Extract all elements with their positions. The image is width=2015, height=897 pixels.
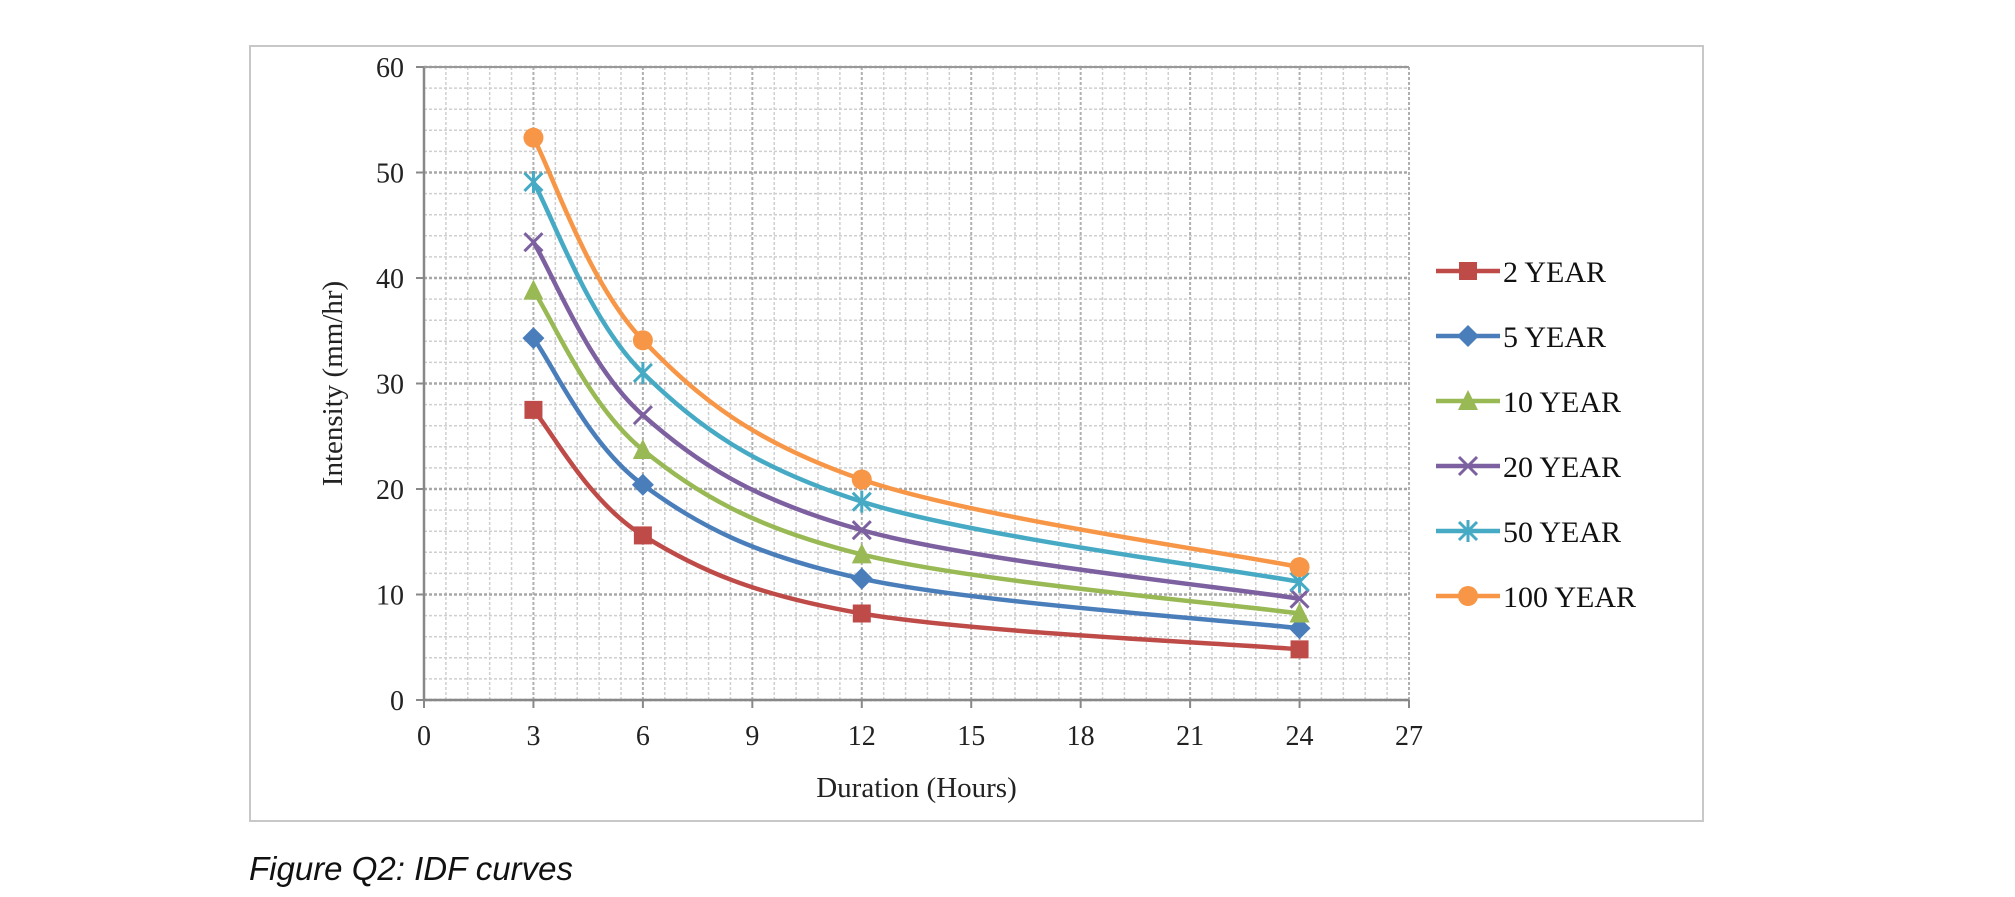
data-point: [633, 526, 652, 545]
x-tick-label: 27: [1395, 721, 1423, 752]
y-axis-label: Intensity (mm/hr): [317, 281, 349, 486]
series-100-year: [523, 127, 1310, 578]
data-point: [851, 490, 872, 513]
series-line: [531, 240, 1300, 601]
x-tick-label: 0: [417, 721, 431, 752]
data-point: [632, 361, 653, 384]
series-line: [531, 408, 1300, 652]
y-tick-label: 30: [376, 370, 404, 401]
x-tick-label: 18: [1067, 721, 1095, 752]
y-tick-label: 10: [376, 581, 404, 612]
data-point: [523, 170, 544, 193]
x-tick-label: 3: [526, 721, 540, 752]
legend-item: 10 YEAR: [1436, 386, 1621, 419]
series-10-year: [523, 279, 1310, 623]
y-tick-label: 20: [376, 475, 404, 506]
data-point: [1289, 588, 1310, 609]
legend-item: 2 YEAR: [1436, 256, 1606, 289]
data-point: [1289, 602, 1310, 623]
data-point: [851, 469, 872, 490]
legend-marker: [1457, 325, 1479, 347]
legend-marker: [1457, 520, 1479, 542]
data-point: [523, 279, 544, 300]
legend-label: 50 YEAR: [1503, 516, 1621, 549]
marker-stroke: [851, 520, 872, 541]
y-tick-label: 0: [390, 686, 404, 717]
data-point: [524, 400, 543, 419]
x-tick-label: 24: [1286, 721, 1314, 752]
data-point: [522, 327, 545, 350]
legend-item: 100 YEAR: [1436, 581, 1636, 614]
data-point: [632, 330, 653, 351]
y-tick-label: 60: [376, 53, 404, 84]
legend-label: 100 YEAR: [1503, 581, 1636, 614]
grid: [423, 65, 1410, 702]
marker-stroke: [1289, 588, 1310, 609]
legend-label: 2 YEAR: [1503, 256, 1606, 289]
x-axis-label: Duration (Hours): [816, 772, 1017, 804]
data-point: [1290, 640, 1309, 659]
legend-marker: [1458, 390, 1478, 410]
x-tick-label: 12: [848, 721, 876, 752]
legend-item: 20 YEAR: [1436, 451, 1621, 484]
series-5-year: [522, 327, 1311, 640]
legend-label: 5 YEAR: [1503, 321, 1606, 354]
series-line: [531, 336, 1300, 631]
series-line: [531, 136, 1301, 570]
legend-marker: [1458, 586, 1478, 606]
chart-frame: [249, 45, 1704, 822]
x-tick-label: 6: [636, 721, 650, 752]
legend-marker: [1459, 262, 1477, 280]
series-50-year: [523, 170, 1310, 593]
legend-label: 10 YEAR: [1503, 386, 1621, 419]
x-tick-label: 9: [745, 721, 759, 752]
legend-item: 5 YEAR: [1436, 321, 1606, 354]
legend-label: 20 YEAR: [1503, 451, 1621, 484]
legend-item: 50 YEAR: [1436, 516, 1621, 549]
marker-stroke: [523, 232, 544, 253]
marker-stroke: [1457, 455, 1479, 477]
data-point: [523, 232, 544, 253]
y-tick-label: 40: [376, 264, 404, 295]
series-line: [531, 180, 1300, 585]
data-point: [1288, 617, 1311, 640]
figure-caption: Figure Q2: IDF curves: [249, 850, 573, 887]
x-tick-label: 21: [1176, 721, 1204, 752]
data-point: [851, 543, 872, 564]
data-point: [632, 405, 653, 426]
data-point: [852, 604, 871, 623]
series-20-year: [523, 232, 1310, 609]
data-point: [632, 438, 653, 459]
data-point: [1289, 557, 1310, 578]
x-tick-label: 15: [957, 721, 985, 752]
series-line: [531, 289, 1300, 616]
marker-stroke: [632, 405, 653, 426]
data-point: [850, 567, 873, 590]
data-point: [631, 473, 654, 496]
y-tick-label: 50: [376, 159, 404, 190]
legend-marker: [1457, 455, 1479, 477]
data-point: [523, 127, 544, 148]
data-point: [851, 520, 872, 541]
series-2-year: [524, 400, 1309, 659]
